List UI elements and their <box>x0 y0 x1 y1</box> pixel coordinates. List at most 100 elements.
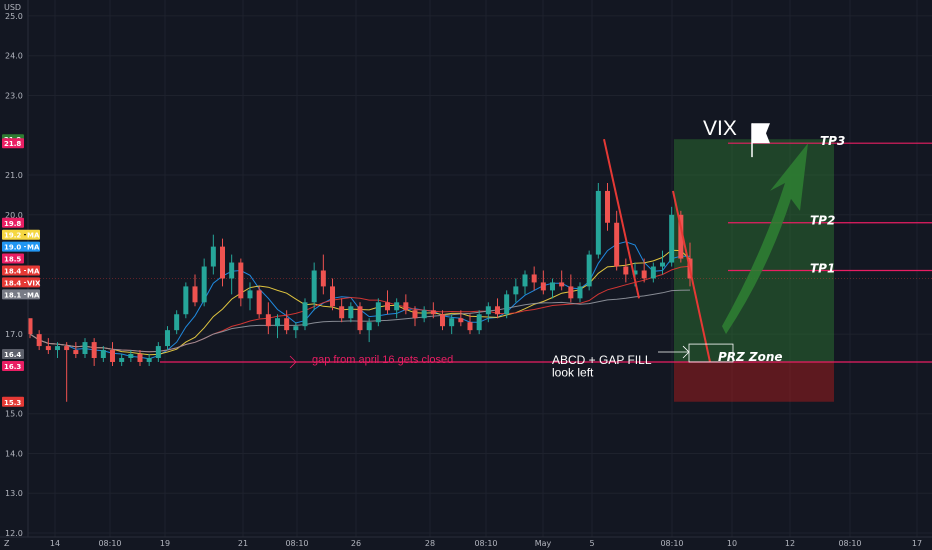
candle-body <box>366 322 372 331</box>
candle-body <box>36 334 42 347</box>
candle-body <box>256 290 262 315</box>
pattern-label: ABCD + GAP FILL <box>552 353 652 367</box>
chart-title: VIX <box>703 117 737 140</box>
price-tick-label: 15.0 <box>5 410 23 419</box>
candle-body <box>467 322 473 331</box>
price-tick-label: 13.0 <box>5 489 23 498</box>
candle-body <box>495 306 500 315</box>
candle-body <box>155 346 161 358</box>
candle-body <box>73 350 79 355</box>
candle-body <box>485 306 491 315</box>
candle-body <box>128 354 134 358</box>
candle-body <box>201 266 207 303</box>
candle-body <box>394 302 400 311</box>
candle-body <box>247 290 253 299</box>
time-tick-label: 19 <box>160 539 170 548</box>
price-tag-label: 19.0 <box>4 244 21 252</box>
price-tag-series: VIX <box>27 279 41 287</box>
candle-body <box>183 286 189 315</box>
candle-body <box>641 270 647 279</box>
candle-body <box>430 310 436 315</box>
tp1-label: TP1 <box>810 261 835 275</box>
price-tag-label: 18.1 <box>4 291 21 299</box>
projection-leg-line <box>672 190 711 363</box>
price-tick-label: 14.0 <box>5 449 23 458</box>
price-tag-label: 19.8 <box>4 220 21 228</box>
price-tag <box>2 138 24 149</box>
candle-body <box>623 266 629 275</box>
candle-body <box>302 302 308 327</box>
candle-body <box>311 270 317 303</box>
profit-zone <box>674 139 834 362</box>
candle-body <box>403 302 409 311</box>
price-tag-series: MA <box>27 244 40 252</box>
candle-body <box>476 314 482 331</box>
candle-body <box>412 310 418 319</box>
flag-icon <box>752 123 770 144</box>
candle-body <box>632 270 638 275</box>
candle-body <box>550 282 555 291</box>
candle-body <box>605 190 610 223</box>
price-tag-series: MA <box>27 232 40 240</box>
candle-body <box>678 214 684 259</box>
price-tag-label: 16.4 <box>4 351 21 359</box>
candle-body <box>119 358 125 362</box>
price-tag <box>2 277 40 288</box>
abcd-leg-line <box>603 139 640 299</box>
candle-body <box>440 314 445 327</box>
time-tick-label: 17 <box>912 539 922 548</box>
price-tag <box>2 217 24 228</box>
candle-body <box>504 294 510 315</box>
price-tag-label: 21.8 <box>4 140 21 148</box>
drawing-tools <box>160 139 808 369</box>
candle-body <box>348 306 354 319</box>
candle-body <box>82 342 88 355</box>
candle-body <box>458 318 464 323</box>
time-tick-label: 08:10 <box>660 539 683 548</box>
time-tick-label: 12 <box>785 539 795 548</box>
price-tag <box>2 360 24 371</box>
trend-arrow <box>722 143 808 335</box>
time-axis[interactable]: 14 08:10 19 21 08:10 26 28 08:10 May 5 08:10 10 12 08… <box>0 536 932 550</box>
price-tag <box>2 265 40 276</box>
candle-body <box>660 262 665 267</box>
candle-body <box>385 302 390 311</box>
candle-body <box>339 306 345 319</box>
gap-arrow-head <box>289 355 297 369</box>
prz-zone-label: PRZ Zone <box>718 350 783 364</box>
candle-body <box>559 282 565 287</box>
candle-body <box>174 314 180 331</box>
loss-zone <box>674 361 834 402</box>
pattern-sublabel: look left <box>552 366 594 380</box>
candle-body <box>449 318 455 327</box>
candle-body <box>229 262 235 279</box>
time-tick-label: 08:10 <box>98 539 121 548</box>
candle-body <box>265 314 271 327</box>
price-tick-label: 23.0 <box>5 91 23 100</box>
candle-body <box>284 318 290 331</box>
prz-box <box>688 343 734 363</box>
timezone-icon: Z <box>4 539 10 548</box>
price-tag-label: 18.5 <box>4 256 21 264</box>
candle-body <box>27 318 33 335</box>
candle-body <box>146 358 152 362</box>
currency-label: USD <box>4 3 21 12</box>
candle-body <box>513 286 519 295</box>
candle-body <box>320 270 326 287</box>
tp2-label: TP2 <box>810 214 835 228</box>
candle-body <box>568 286 574 299</box>
candle-body <box>586 254 592 287</box>
candle-body <box>650 266 656 279</box>
candle-body <box>238 262 244 299</box>
candle-body <box>293 326 299 331</box>
candle-body <box>330 286 335 307</box>
price-tag-series: MA <box>27 291 40 299</box>
price-tick-label: 17.0 <box>5 330 23 339</box>
candle-body <box>55 346 60 351</box>
candle-body <box>275 318 280 327</box>
position-zones <box>674 139 834 402</box>
candle-body <box>614 222 620 267</box>
time-tick-label: 21 <box>238 539 248 548</box>
